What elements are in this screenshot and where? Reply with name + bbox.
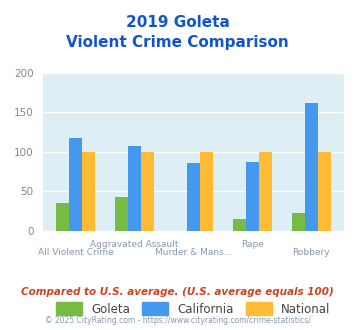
Text: Compared to U.S. average. (U.S. average equals 100): Compared to U.S. average. (U.S. average … [21,287,334,297]
Bar [292,213,305,231]
Bar [128,146,141,231]
Text: Aggravated Assault: Aggravated Assault [91,240,179,249]
Bar [259,152,272,231]
Text: Violent Crime Comparison: Violent Crime Comparison [66,35,289,50]
Bar [56,203,69,231]
Text: 2019 Goleta: 2019 Goleta [126,15,229,30]
Text: Rape: Rape [241,240,264,249]
Text: All Violent Crime: All Violent Crime [38,248,114,257]
Legend: Goleta, California, National: Goleta, California, National [51,297,335,320]
Bar [69,138,82,231]
Bar [246,162,259,231]
Bar [233,219,246,231]
Bar [82,152,95,231]
Text: Murder & Mans...: Murder & Mans... [155,248,232,257]
Bar [318,152,331,231]
Text: © 2025 CityRating.com - https://www.cityrating.com/crime-statistics/: © 2025 CityRating.com - https://www.city… [45,315,310,325]
Bar [187,163,200,231]
Bar [115,197,128,231]
Bar [200,152,213,231]
Bar [305,103,318,231]
Bar [141,152,154,231]
Text: Robbery: Robbery [293,248,330,257]
